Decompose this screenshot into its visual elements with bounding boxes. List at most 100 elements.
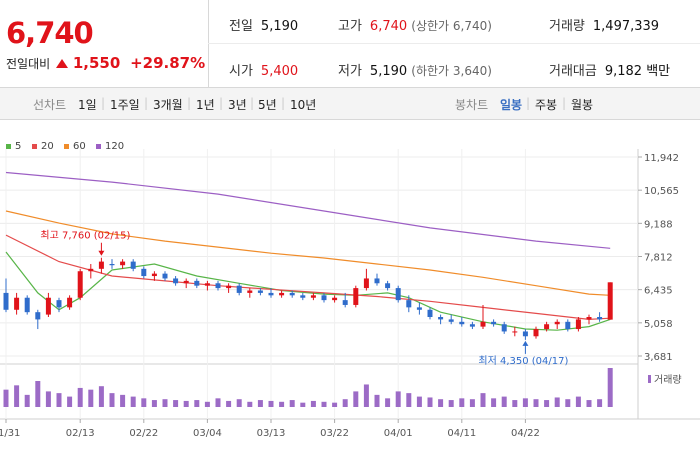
candle-body <box>554 321 560 325</box>
volume-bar <box>35 381 41 407</box>
candle-body <box>416 307 422 310</box>
period-1y[interactable]: 1년 <box>196 98 215 112</box>
volume-bar <box>24 394 30 407</box>
candle-weekly-tab[interactable]: 주봉 <box>535 98 558 112</box>
high-label: 고가 <box>338 19 362 34</box>
period-5y[interactable]: 5년 <box>258 98 277 112</box>
candle-body <box>14 297 20 310</box>
candle-body <box>427 309 433 317</box>
candle-body <box>56 300 62 308</box>
x-tick-label: 03/22 <box>320 428 349 439</box>
legend-swatch <box>64 143 69 149</box>
y-tick-label: 6,435 <box>644 286 673 297</box>
x-tick-label: 03/13 <box>257 428 286 439</box>
candle-body <box>512 331 518 333</box>
open-label: 시가 <box>229 64 253 79</box>
volume-bar <box>257 400 263 407</box>
period-1d[interactable]: 1일 <box>78 98 97 112</box>
candle-body <box>67 297 73 308</box>
candle-body <box>565 321 571 330</box>
amount-label: 거래대금 <box>549 64 597 79</box>
volume-bar <box>406 393 412 407</box>
candle-body <box>236 285 242 293</box>
legend-ma120: 120 <box>96 141 124 152</box>
volume-bar <box>173 400 179 407</box>
volume-bar <box>88 389 94 407</box>
x-tick-label: 02/22 <box>129 428 158 439</box>
volume-bar <box>586 400 592 407</box>
current-price: 6,740 <box>6 16 94 50</box>
volume-bar <box>204 401 210 407</box>
volume-bar <box>67 396 73 407</box>
line-chart-label: 선차트 <box>33 98 67 112</box>
volume-label: 거래량 <box>549 19 585 34</box>
candle-body <box>607 282 613 320</box>
volume-bar <box>385 398 391 407</box>
volume-bar <box>194 400 200 407</box>
candle-body <box>24 297 30 313</box>
volume-bar <box>512 400 518 407</box>
candle-body <box>204 283 210 286</box>
volume-bar <box>56 393 62 407</box>
change-value: 1,550 <box>72 54 121 72</box>
volume-bar <box>575 396 581 407</box>
open-price: 시가 5,400 <box>229 60 298 79</box>
period-10y[interactable]: 10년 <box>290 98 317 112</box>
candle-body <box>597 316 603 320</box>
volume-bar <box>183 400 189 407</box>
candle-daily-tab[interactable]: 일봉 <box>500 98 523 112</box>
candle-body <box>310 295 316 298</box>
volume-bar <box>215 398 221 407</box>
period-3m[interactable]: 3개월 <box>153 98 183 112</box>
x-tick-label: 02/13 <box>66 428 95 439</box>
x-tick-label: 01/31 <box>0 428 20 439</box>
volume-bar <box>141 398 147 407</box>
volume-bar <box>120 394 126 407</box>
candle-body <box>215 283 221 289</box>
low-arrow-head <box>522 340 529 346</box>
chart-toolbar: 선차트 1일 | 1주일 | 3개월 | 1년 | 3년 | 5년 | 10년 … <box>0 88 700 120</box>
candle-chart-label: 봉차트 <box>455 98 489 112</box>
period-1w[interactable]: 1주일 <box>110 98 140 112</box>
volume-bar <box>226 400 232 407</box>
candle-body <box>363 278 369 289</box>
candle-body <box>575 319 581 330</box>
volume-bar <box>522 398 528 407</box>
trade-amount: 거래대금 9,182 백만 <box>549 60 670 79</box>
legend-ma20: 20 <box>32 141 54 152</box>
price-change: 전일대비 1,550 +29.87% <box>6 54 205 72</box>
y-tick-label: 11,942 <box>644 153 679 164</box>
period-3y[interactable]: 3년 <box>228 98 247 112</box>
candle-body <box>226 285 232 289</box>
volume-bar <box>279 401 285 407</box>
volume-bar <box>363 384 369 407</box>
candle-body <box>289 292 295 296</box>
change-percent: +29.87% <box>130 54 206 72</box>
candle-body <box>438 316 444 320</box>
y-tick-label: 3,681 <box>644 352 673 363</box>
candle-body <box>35 312 41 320</box>
open-value: 5,400 <box>260 64 299 79</box>
x-tick-label: 04/22 <box>511 428 540 439</box>
volume-bar <box>289 400 295 407</box>
y-tick-label: 5,058 <box>644 319 673 330</box>
volume-bar <box>533 399 539 407</box>
candle-body <box>586 316 592 320</box>
candle-monthly-tab[interactable]: 월봉 <box>571 98 594 112</box>
ma20-line <box>5 234 611 321</box>
volume-bar <box>353 391 359 407</box>
volume-bar <box>310 400 316 407</box>
candle-body <box>533 329 539 337</box>
candle-body <box>98 261 104 269</box>
legend-ma60: 60 <box>64 141 86 152</box>
volume-bar <box>607 368 613 407</box>
volume-bar <box>374 394 380 407</box>
volume-bar <box>247 401 253 407</box>
candle-body <box>385 283 391 289</box>
candle-body <box>120 261 126 266</box>
volume-bar <box>130 396 136 407</box>
y-tick-label: 9,188 <box>644 219 673 230</box>
candle-body <box>268 292 274 296</box>
change-label: 전일대비 <box>6 57 51 71</box>
